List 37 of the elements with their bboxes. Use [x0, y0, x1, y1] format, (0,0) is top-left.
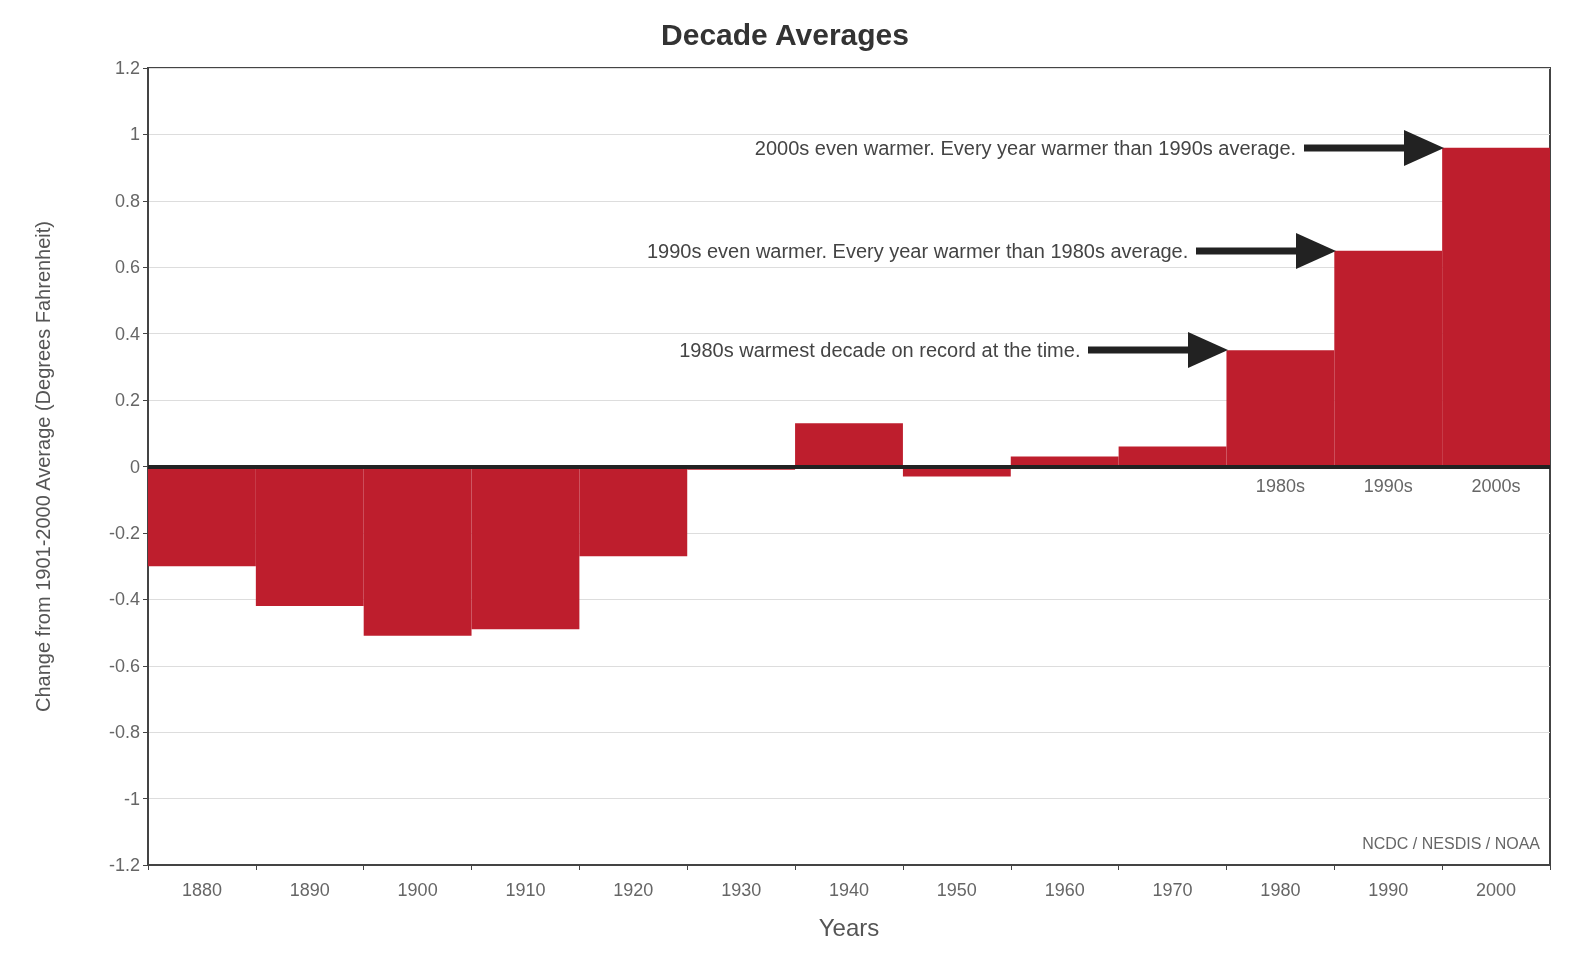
y-axis-title: Change from 1901-2000 Average (Degrees Fahrenheit): [32, 220, 54, 713]
bar: [795, 423, 903, 467]
x-axis-title: Years: [818, 913, 880, 941]
annotation: 1990s even warmer. Every year warmer than 1980s average.: [646, 239, 1189, 262]
y-tick-label: -1: [123, 788, 140, 809]
y-tick-label: -0.2: [108, 522, 140, 543]
annotation: 2000s even warmer. Every year warmer than 1990s average.: [754, 136, 1297, 159]
x-tick-label: 1960: [1044, 880, 1085, 900]
y-tick-label: -0.6: [108, 655, 140, 676]
x-tick-label: 1880: [181, 880, 222, 900]
y-tick-label: -0.8: [108, 722, 140, 743]
annotation: 2000s: [1471, 475, 1521, 496]
y-tick-label: -0.4: [108, 589, 140, 610]
x-tick-label: 1910: [505, 880, 546, 900]
y-tick-label: 1: [129, 124, 140, 145]
x-tick-label: 1930: [721, 880, 762, 900]
x-tick-label: 1890: [289, 880, 330, 900]
annotation: 1980s: [1255, 475, 1305, 496]
x-tick-label: 1980: [1260, 880, 1301, 900]
x-tick-label: 1950: [936, 880, 977, 900]
y-tick-label: 1.2: [114, 58, 140, 78]
annotation: 1990s: [1363, 475, 1413, 496]
y-tick-label: 0.6: [114, 257, 140, 278]
y-tick-label: -1.2: [108, 855, 140, 875]
y-tick-label: 0.2: [114, 390, 140, 411]
x-tick-label: 1920: [613, 880, 654, 900]
x-tick-label: 1900: [397, 880, 438, 900]
y-tick-label: 0.4: [114, 323, 140, 344]
chart-title: Decade Averages: [661, 17, 909, 51]
x-tick-label: 1940: [828, 880, 870, 900]
x-tick-label: 1970: [1152, 880, 1193, 900]
x-tick-label: 1990: [1368, 880, 1409, 900]
annotation: NCDC / NESDIS / NOAA: [1362, 834, 1541, 852]
x-tick-label: 2000: [1476, 880, 1517, 900]
y-tick-label: 0.8: [114, 190, 140, 211]
annotation: 1980s warmest decade on record at the time.: [679, 339, 1081, 362]
y-tick-label: 0: [129, 456, 140, 477]
